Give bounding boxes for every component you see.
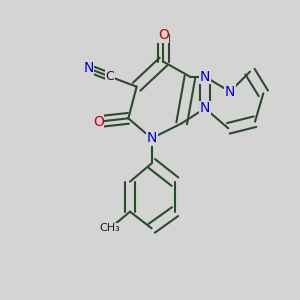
Text: CH₃: CH₃	[100, 223, 120, 233]
Text: N: N	[83, 61, 94, 75]
Text: O: O	[158, 28, 169, 42]
Text: C: C	[106, 70, 114, 83]
Text: N: N	[146, 131, 157, 145]
Text: N: N	[225, 85, 235, 99]
Text: N: N	[200, 101, 210, 115]
Text: N: N	[200, 70, 210, 84]
Text: O: O	[93, 115, 104, 129]
